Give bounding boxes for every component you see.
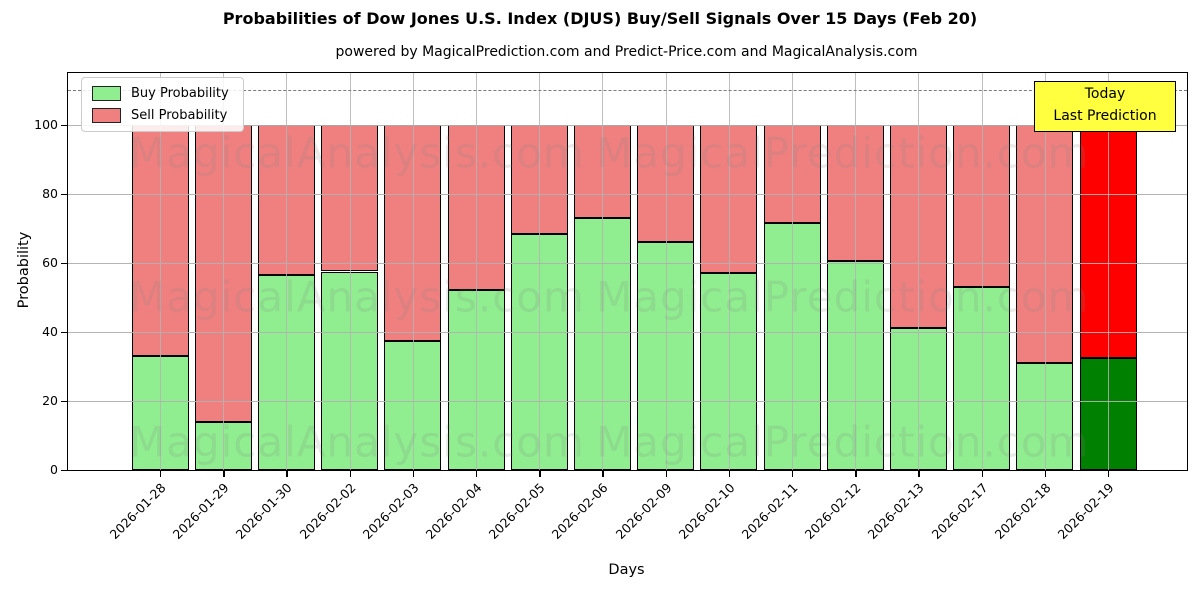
y-tick-mark [61,470,67,472]
x-tick-label: 2026-02-13 [865,480,927,542]
v-gridline [602,73,604,470]
annotation-line-2: Last Prediction [1053,107,1157,124]
y-tick-mark [61,124,67,127]
y-tick-label: 60 [42,254,58,270]
v-gridline [286,73,288,470]
h-gridline [68,193,1187,195]
v-gridline [792,73,793,470]
x-tick-label: 2026-02-06 [549,480,611,542]
x-tick-label: 2026-02-02 [296,480,359,542]
x-tick-label: 2026-02-10 [675,480,738,542]
x-tick-label: 2026-01-28 [106,480,169,542]
x-tick-label: 2026-01-30 [233,480,295,542]
v-gridline [349,73,351,470]
x-tick-mark [160,471,162,477]
x-tick-mark [855,471,857,477]
legend-label-buy: Buy Probability [131,86,229,101]
v-gridline [476,73,477,470]
v-gridline [981,73,983,470]
today-annotation: Today Last Prediction [1034,81,1176,133]
y-axis-label: Probability [16,231,32,309]
annotation-line-1: Today [1084,86,1126,102]
x-tick-mark [286,471,288,477]
x-tick-label: 2026-01-29 [169,480,232,542]
x-tick-mark [602,471,604,477]
y-tick-label: 80 [42,185,58,201]
x-tick-mark [665,471,667,477]
x-tick-mark [476,471,478,477]
x-tick-label: 2026-02-04 [422,480,485,542]
watermark-text: MagicalAnalysis.com [129,128,585,178]
chart-title: Probabilities of Dow Jones U.S. Index (D… [222,9,978,28]
y-tick-mark [61,262,67,265]
x-tick-label: 2026-02-12 [801,480,864,542]
h-gridline [68,400,1187,402]
x-tick-mark [1108,471,1110,477]
y-tick-label: 20 [42,392,58,408]
threshold-dashed-line [68,90,1187,92]
v-gridline [160,73,161,470]
x-axis-label: Days [608,562,645,578]
v-gridline [223,73,225,470]
legend-swatch-buy-icon [92,86,121,101]
x-tick-label: 2026-02-18 [991,480,1054,542]
x-tick-mark [981,471,983,477]
y-tick-label: 0 [50,462,58,477]
watermark-text: MagicalPrediction.com [596,417,1090,467]
x-tick-mark [792,471,794,477]
x-tick-label: 2026-02-19 [1054,480,1117,542]
watermark-text: MagicalPrediction.com [596,128,1090,178]
v-gridline [918,73,920,470]
v-gridline [539,73,541,470]
x-tick-label: 2026-02-05 [485,480,548,542]
x-tick-label: 2026-02-09 [612,480,675,542]
v-gridline [665,73,667,470]
watermark-text: MagicalPrediction.com [596,272,1090,322]
x-tick-mark [223,471,225,477]
x-tick-mark [1044,471,1047,477]
y-tick-mark [61,331,67,334]
x-tick-mark [918,471,920,477]
legend-label-sell: Sell Probability [131,108,228,123]
v-gridline [1044,73,1046,470]
v-gridline [855,73,857,470]
legend-swatch-sell-icon [92,108,121,123]
chart-subtitle: powered by MagicalPrediction.com and Pre… [335,44,918,60]
x-tick-label: 2026-02-17 [928,480,991,542]
legend: Buy Probability Sell Probability [81,77,244,132]
x-tick-mark [349,471,351,477]
h-gridline [68,331,1187,333]
y-tick-mark [61,193,67,196]
watermark-text: MagicalAnalysis.com [129,417,585,467]
v-gridline [1108,73,1109,470]
x-tick-label: 2026-02-03 [359,480,422,542]
legend-item-sell: Sell Probability [92,108,229,123]
x-tick-mark [412,471,415,477]
h-gridline [68,262,1187,264]
x-tick-label: 2026-02-11 [738,480,801,542]
h-gridline [68,124,1187,126]
y-tick-label: 40 [42,323,58,339]
x-tick-mark [728,471,731,477]
x-tick-mark [539,471,541,477]
legend-item-buy: Buy Probability [92,86,229,101]
watermark-text: MagicalAnalysis.com [129,272,585,322]
plot-area: Buy Probability Sell Probability Today L… [34,72,1188,542]
y-tick-label: 100 [34,116,58,132]
v-gridline [728,73,730,470]
v-gridline [412,73,414,470]
y-tick-mark [61,400,67,403]
